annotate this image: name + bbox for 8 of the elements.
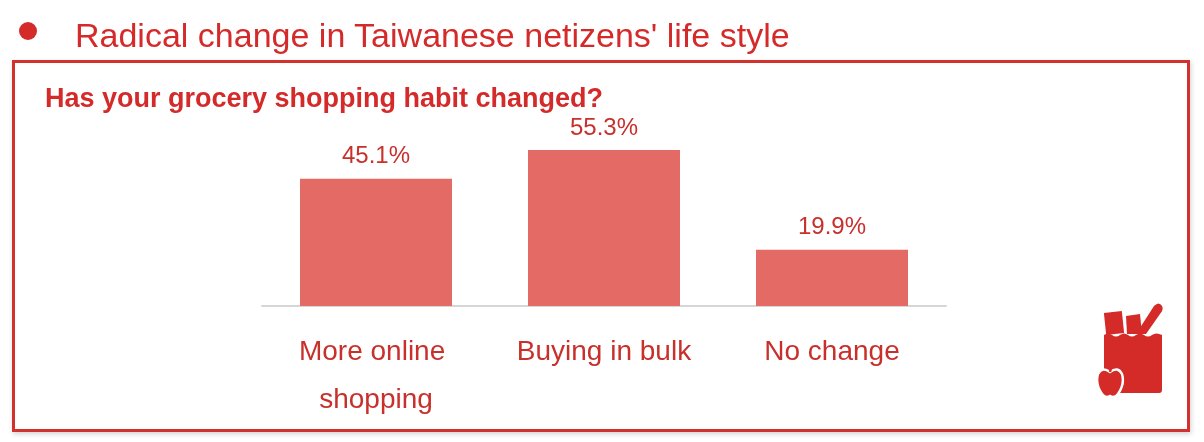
chart-title: Radical change in Taiwanese netizens' life style <box>75 16 790 54</box>
x-tick-label: More online shopping <box>298 334 454 414</box>
x-tick-label: No change <box>764 334 900 366</box>
data-label: 45.1% <box>341 141 411 169</box>
chart-subtitle: Has your grocery shopping habit changed? <box>45 83 604 113</box>
x-tick-label: Buying in bulk <box>516 334 693 366</box>
data-label: 19.9% <box>797 212 867 240</box>
data-label: 55.3% <box>569 112 639 140</box>
